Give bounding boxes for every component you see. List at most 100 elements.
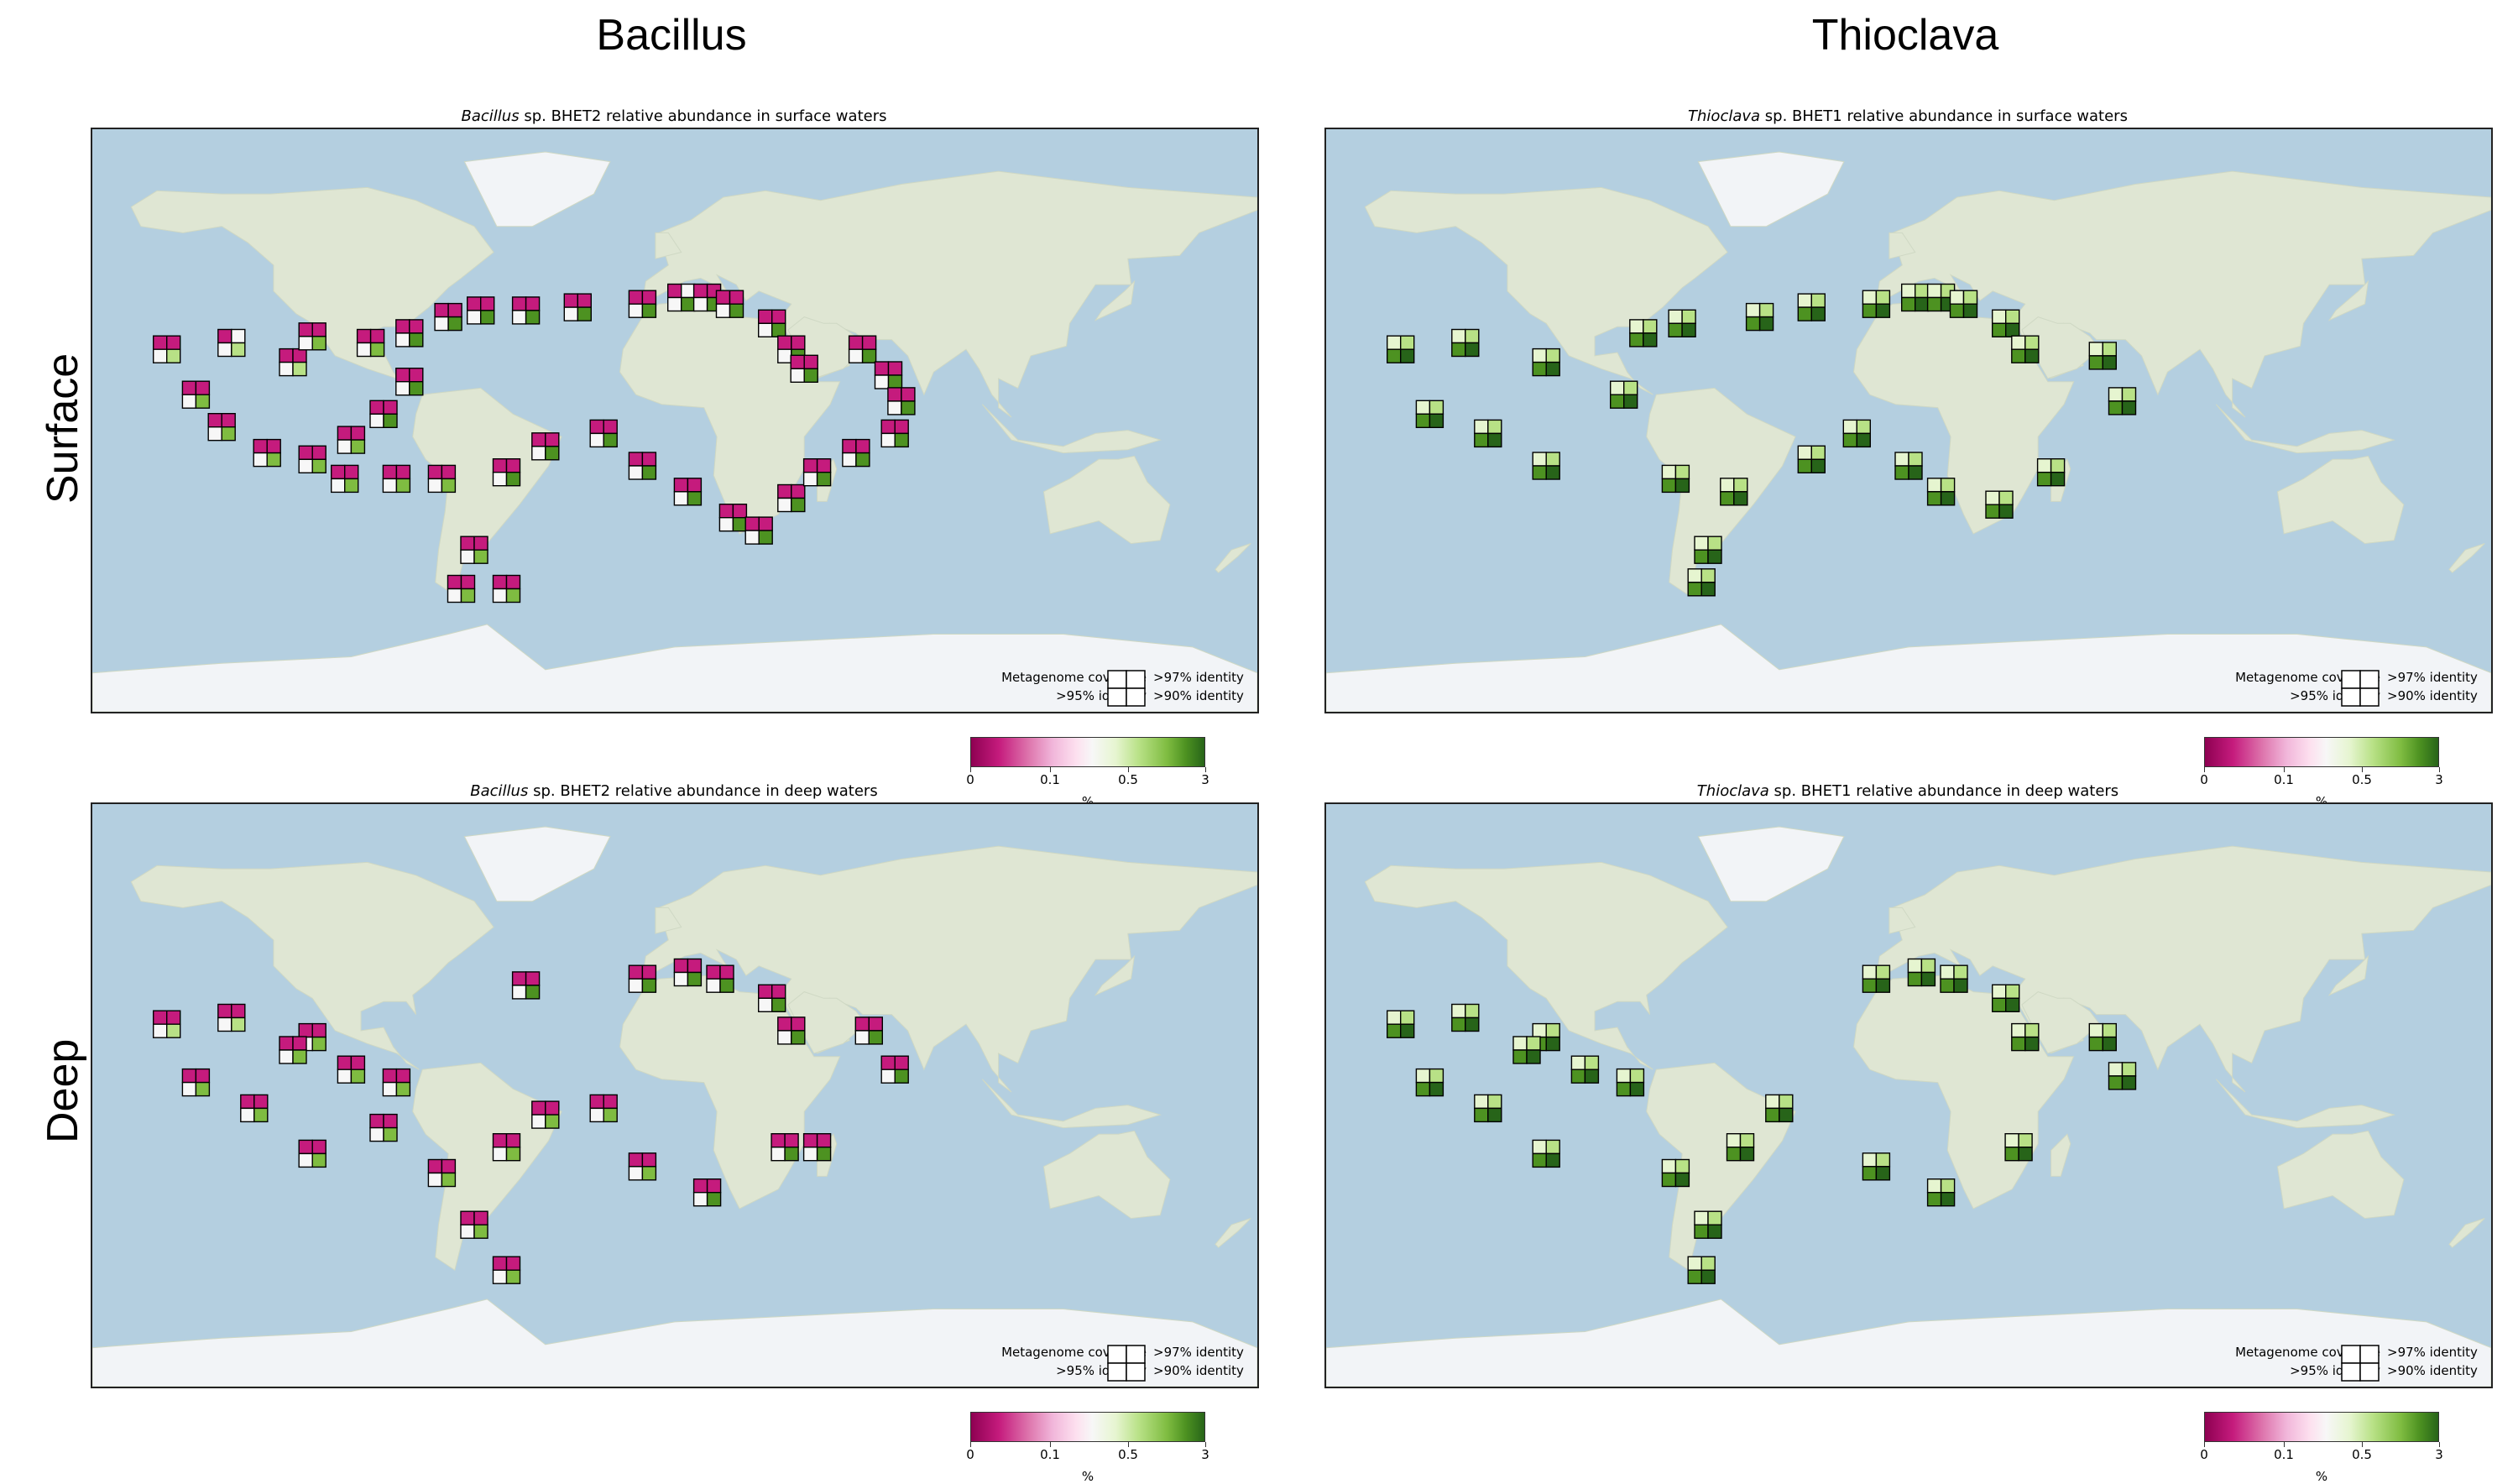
station-cell [1908, 452, 1923, 467]
station-cell [1926, 1192, 1942, 1207]
station-cell [603, 419, 618, 435]
station-cell [311, 1022, 327, 1038]
station-cell [2018, 1147, 2033, 1162]
station-cell [279, 1036, 294, 1051]
station-cell [1926, 478, 1942, 493]
station-cell [2088, 1022, 2103, 1038]
station-marker [253, 438, 281, 468]
station-marker [1532, 452, 1560, 480]
station-marker [887, 387, 916, 415]
station-cell [1940, 1178, 1956, 1194]
station-cell [1810, 458, 1826, 473]
station-cell [1926, 491, 1942, 506]
legend-grid-cell [2341, 1362, 2361, 1382]
panel-title: Thioclava sp. BHET1 relative abundance i… [1324, 782, 2491, 800]
coverage-legend: Metagenome coverage >95% identity >97% ide… [2172, 1345, 2483, 1382]
station-cell [790, 368, 805, 383]
station-marker [2108, 387, 2137, 415]
station-marker [848, 335, 877, 363]
station-marker [706, 964, 734, 993]
station-cell [165, 1010, 181, 1025]
land-greenland [1697, 151, 1845, 227]
station-cell [1901, 296, 1916, 312]
station-marker [1386, 1010, 1415, 1038]
station-cell [2102, 355, 2117, 370]
station-cell [1842, 432, 1857, 448]
station-marker [1901, 283, 1930, 312]
station-cell [1451, 1003, 1466, 1019]
station-cell [311, 1139, 327, 1155]
station-cell [1687, 1269, 1702, 1284]
station-cell [687, 971, 703, 987]
land-eurasia [1875, 170, 2491, 418]
station-marker [2011, 335, 2040, 363]
station-marker [279, 347, 307, 377]
panel-title-organism: Thioclava [1688, 107, 1761, 125]
station-cell [771, 322, 786, 338]
station-cell [1758, 316, 1774, 332]
station-cell [667, 283, 682, 299]
station-cell [758, 516, 773, 531]
station-marker [434, 302, 462, 332]
station-marker [2036, 458, 2066, 487]
station-cell [1707, 1210, 1722, 1225]
station-cell [395, 332, 410, 347]
station-cell [1915, 296, 1930, 312]
station-cell [231, 1003, 246, 1019]
station-cell [545, 432, 560, 447]
station-cell [2005, 984, 2020, 1000]
colorbar [970, 737, 1205, 767]
legend-id97-label: >97% identity [2387, 670, 2478, 685]
station-cell [880, 1069, 896, 1084]
station-cell [2018, 1133, 2033, 1148]
station-cell [480, 310, 495, 325]
station-marker [842, 438, 870, 468]
station-cell [1998, 504, 2014, 519]
station-cell [706, 978, 721, 993]
station-cell [1451, 328, 1466, 344]
station-cell [253, 452, 268, 468]
station-cell [447, 302, 462, 318]
station-cell [1745, 316, 1761, 332]
station-marker [802, 458, 832, 487]
station-cell [1797, 458, 1812, 473]
station-cell [350, 1055, 366, 1070]
land-north-america [1364, 861, 1728, 1070]
station-cell [771, 1147, 786, 1162]
legend-grid-cell [1107, 670, 1127, 689]
station-cell [427, 464, 443, 480]
station-cell [217, 328, 232, 344]
station-cell [1570, 1055, 1586, 1070]
legend-grid-cell [2341, 687, 2361, 707]
station-cell [641, 290, 657, 305]
station-marker [1842, 419, 1871, 448]
station-cell [1694, 549, 1709, 564]
station-cell [1720, 491, 1735, 506]
station-cell [395, 1068, 411, 1084]
station-cell [531, 446, 546, 461]
station-cell [382, 1068, 398, 1084]
station-cell [279, 361, 294, 377]
station-cell [777, 483, 792, 499]
station-marker [1474, 419, 1502, 448]
station-cell [718, 504, 734, 519]
station-marker [531, 1100, 560, 1129]
colorbar-unit-label: % [2315, 1469, 2328, 1484]
colorbar-tick-mark [2204, 767, 2205, 772]
station-cell [628, 1166, 644, 1181]
station-marker [1862, 964, 1891, 993]
legend-id90-label: >90% identity [2387, 688, 2478, 703]
station-cell [383, 400, 398, 415]
station-marker [1687, 568, 1716, 597]
station-cell [337, 439, 353, 454]
station-marker [511, 296, 541, 325]
station-cell [1451, 1016, 1466, 1032]
station-cell [1700, 582, 1716, 597]
station-cell [505, 472, 521, 487]
land-uk [655, 907, 682, 934]
station-cell [880, 419, 896, 435]
station-cell [641, 964, 657, 980]
station-cell [1940, 978, 1955, 993]
station-marker [628, 452, 657, 480]
station-cell [1992, 984, 2007, 1000]
